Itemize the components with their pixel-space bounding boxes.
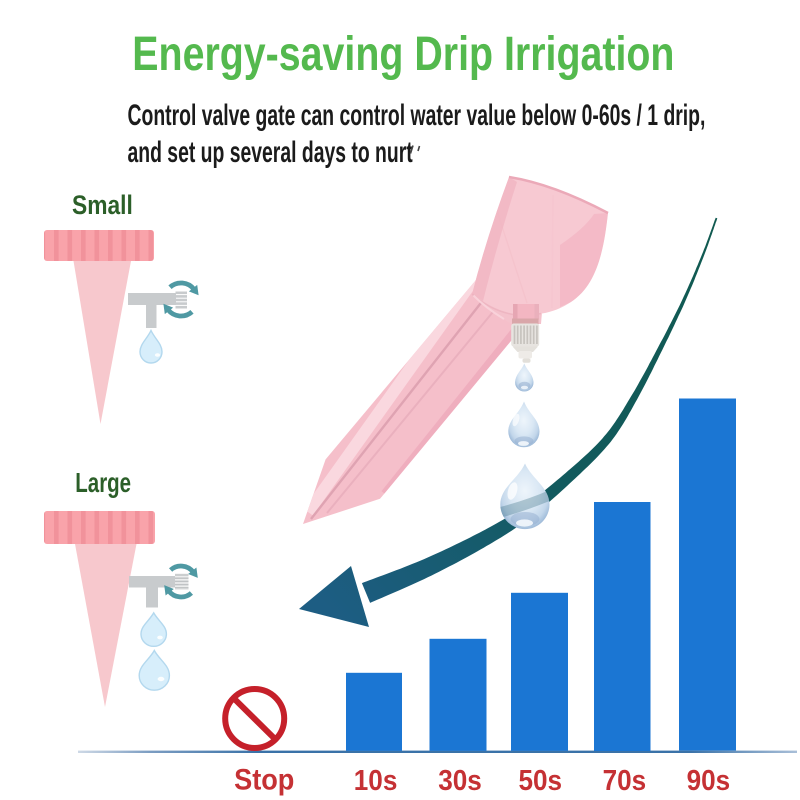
svg-text:Large: Large [75,468,131,499]
svg-text:Energy-saving Drip Irrigation: Energy-saving Drip Irrigation [132,27,674,81]
svg-text:10s: 10s [354,764,398,797]
svg-text:50s: 50s [519,764,563,797]
svg-text:70s: 70s [603,764,647,797]
svg-text:90s: 90s [687,764,731,797]
svg-text:30s: 30s [438,764,482,797]
svg-text:Control valve gate can control: Control valve gate can control water val… [128,99,706,132]
svg-text:and set up several days to nur: and set up several days to nurt [128,136,413,169]
svg-text:Stop: Stop [234,763,294,796]
svg-text:Small: Small [72,191,133,220]
